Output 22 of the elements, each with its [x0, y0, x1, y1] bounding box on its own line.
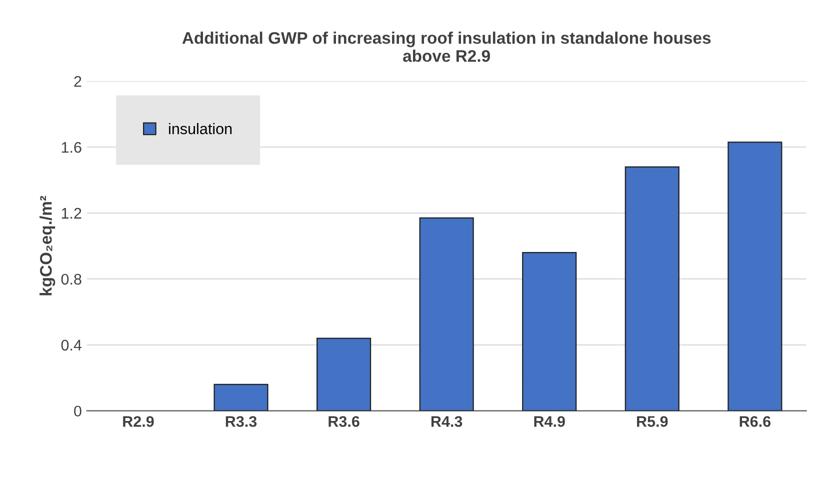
bar [624, 166, 680, 411]
chart-title: Additional GWP of increasing roof insulation in standalone houses above R2.9 [182, 32, 711, 62]
x-tick-label: R4.3 [431, 416, 462, 427]
y-tick-label: 2 [74, 76, 82, 87]
x-tick-label: R3.6 [328, 416, 360, 427]
y-axis-title: kgCO₂eq./m² [40, 196, 56, 296]
bar [316, 338, 372, 411]
bar [728, 142, 782, 411]
bar [522, 252, 577, 411]
y-tick-label: 0.8 [61, 274, 82, 285]
y-tick-label: 0 [74, 406, 82, 417]
y-tick-label: 0.4 [61, 340, 82, 351]
legend-label: insulation [169, 122, 232, 134]
x-tick-label: R5.9 [637, 416, 668, 427]
x-tick-label: R6.6 [740, 416, 771, 427]
bar [214, 384, 268, 411]
x-tick-label: R4.9 [534, 416, 565, 427]
x-tick-label: R2.9 [123, 416, 154, 427]
x-tick-label: R3.3 [226, 416, 257, 427]
y-tick-label: 1.2 [62, 208, 82, 219]
bar [419, 217, 474, 411]
y-tick-label: 1.6 [62, 142, 82, 153]
